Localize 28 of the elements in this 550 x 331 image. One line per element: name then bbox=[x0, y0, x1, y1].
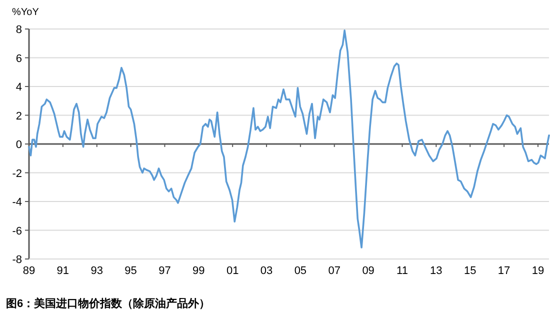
y-tick-label: -2 bbox=[12, 168, 22, 180]
y-tick-label: 0 bbox=[16, 139, 22, 151]
x-tick-label: 17 bbox=[498, 265, 510, 277]
x-tick-label: 15 bbox=[464, 265, 476, 277]
y-tick-label: -4 bbox=[12, 196, 22, 208]
y-tick-label: -8 bbox=[12, 254, 22, 266]
y-tick-label: 8 bbox=[16, 24, 22, 36]
x-tick-label: 89 bbox=[22, 265, 36, 277]
x-tick-label: 93 bbox=[90, 265, 103, 277]
x-tick-label: 09 bbox=[362, 265, 374, 277]
x-tick-label: 91 bbox=[56, 265, 70, 277]
line-series bbox=[28, 30, 550, 248]
y-tick-label: 2 bbox=[16, 110, 22, 122]
x-tick-label: 07 bbox=[328, 265, 341, 277]
y-axis-title: %YoY bbox=[12, 7, 40, 18]
x-tick-label: 05 bbox=[294, 265, 307, 277]
x-tick-label: 03 bbox=[260, 265, 273, 277]
y-tick-label: 6 bbox=[16, 52, 22, 65]
x-tick-label: 97 bbox=[158, 265, 171, 277]
x-tick-label: 01 bbox=[226, 265, 239, 277]
x-tick-label: 13 bbox=[430, 265, 442, 277]
y-tick-label: 4 bbox=[16, 82, 22, 94]
x-tick-label: 99 bbox=[192, 265, 205, 277]
x-tick-label: 19 bbox=[532, 265, 544, 277]
text: 图6：美国进口物价指数（除原油产品外） bbox=[6, 297, 210, 310]
y-tick-label: -6 bbox=[12, 225, 22, 238]
x-tick-label: 11 bbox=[396, 265, 408, 277]
x-tick-label: 95 bbox=[124, 265, 137, 277]
